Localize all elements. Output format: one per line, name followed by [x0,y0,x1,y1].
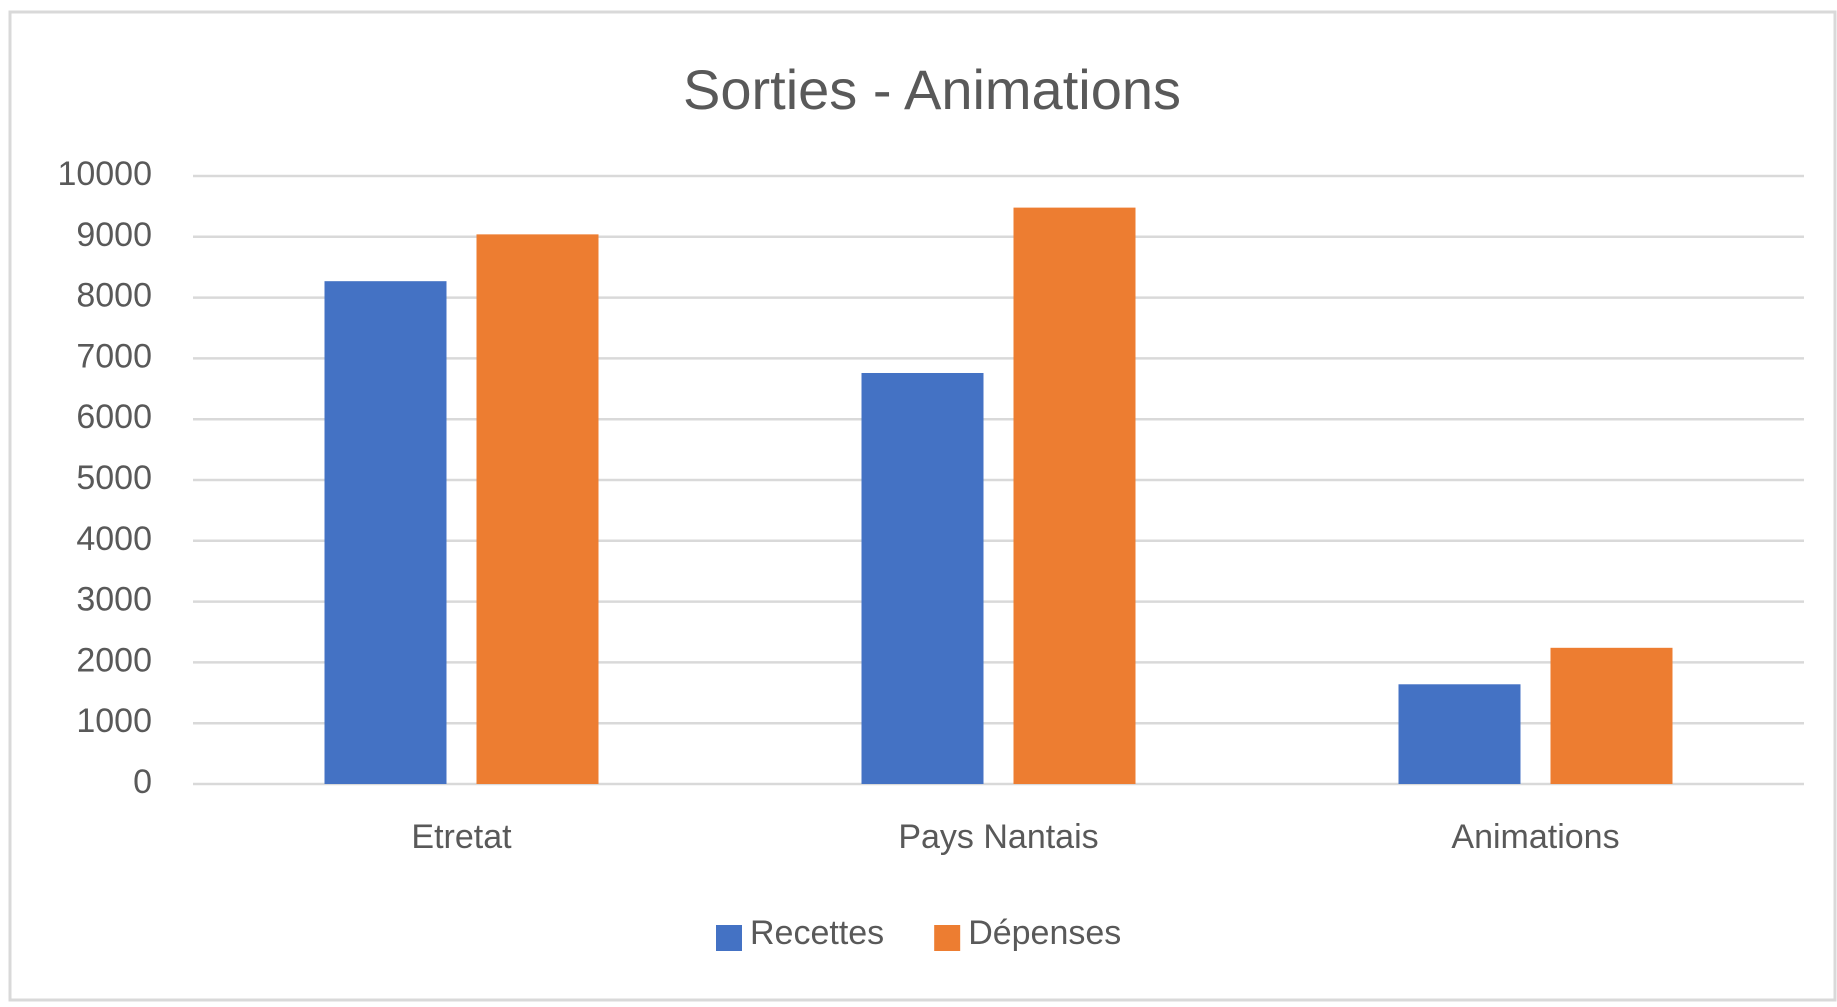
y-tick-label: 0 [133,763,152,801]
y-tick-label: 8000 [76,277,152,315]
legend-swatch [716,925,742,951]
bar [861,372,984,784]
bar [476,234,599,785]
y-tick-label: 4000 [76,520,152,558]
legend-label: Dépenses [968,914,1121,952]
bar [1550,647,1673,784]
bar [324,281,447,784]
y-tick-label: 2000 [76,641,152,679]
y-tick-label: 1000 [76,702,152,740]
y-tick-label: 5000 [76,459,152,497]
y-tick-label: 10000 [57,155,152,193]
x-tick-label: Etretat [411,818,512,856]
y-tick-label: 9000 [76,216,152,254]
x-tick-label: Pays Nantais [898,818,1098,856]
chart-title: Sorties - Animations [683,58,1181,121]
legend-swatch [934,925,961,951]
y-tick-label: 6000 [76,398,152,436]
bar [1013,207,1136,785]
y-tick-label: 7000 [76,337,152,375]
y-tick-label: 3000 [76,581,152,619]
bar [1398,684,1521,784]
legend-label: Recettes [750,914,884,952]
x-tick-label: Animations [1451,818,1619,856]
